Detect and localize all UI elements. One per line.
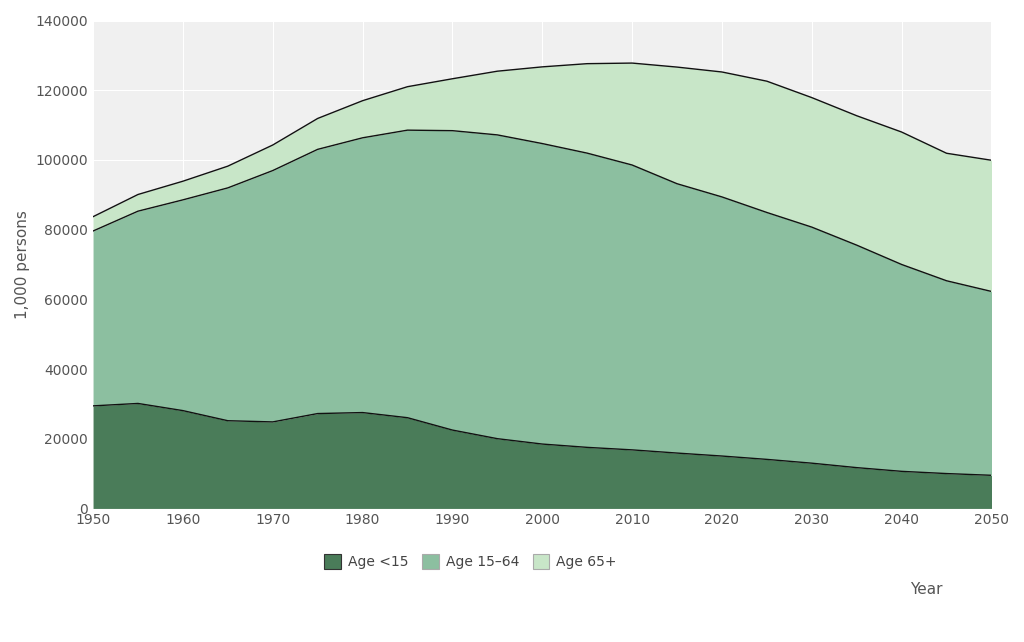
Legend: Age <15, Age 15–64, Age 65+: Age <15, Age 15–64, Age 65+ [318, 549, 623, 575]
Y-axis label: 1,000 persons: 1,000 persons [15, 210, 30, 319]
Text: Year: Year [909, 582, 942, 597]
